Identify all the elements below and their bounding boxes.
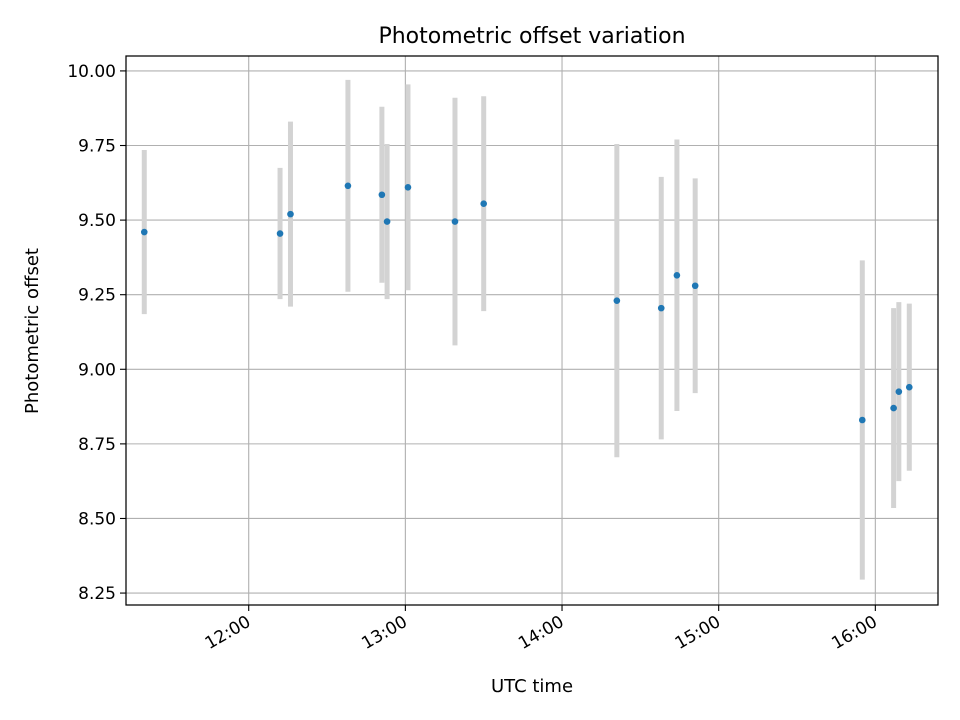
data-point xyxy=(287,210,294,218)
data-point xyxy=(383,218,391,225)
data-point xyxy=(404,183,412,191)
y-axis-label: Photometric offset xyxy=(22,248,43,414)
data-point xyxy=(451,218,459,225)
data-point xyxy=(140,228,148,236)
y-tick-label: 9.75 xyxy=(78,137,116,157)
data-point xyxy=(613,297,621,304)
data-point xyxy=(378,191,386,199)
chart-title: Photometric offset variation xyxy=(378,24,685,49)
x-axis-label: UTC time xyxy=(491,676,573,697)
data-point xyxy=(673,272,681,279)
y-tick-label: 8.25 xyxy=(78,584,116,604)
y-tick-label: 8.50 xyxy=(78,509,116,529)
data-point xyxy=(895,388,903,395)
data-point xyxy=(890,404,897,412)
data-point xyxy=(344,182,352,190)
data-point xyxy=(480,200,487,207)
y-tick-label: 9.00 xyxy=(78,360,116,380)
data-point xyxy=(276,230,284,237)
grid-lines xyxy=(126,56,938,605)
y-tick-label: 10.00 xyxy=(67,62,116,82)
y-axis-ticks: 8.25 8.50 8.75 9.00 9.25 9.50 9.75 10.00 xyxy=(67,62,126,604)
y-tick-label: 9.50 xyxy=(78,211,116,231)
plot-frame xyxy=(125,55,939,606)
data-point xyxy=(858,416,866,424)
data-point xyxy=(905,383,913,391)
data-point xyxy=(657,304,665,312)
y-tick-label: 9.25 xyxy=(78,286,116,306)
data-markers xyxy=(140,182,913,424)
data-point xyxy=(691,282,699,290)
y-tick-label: 8.75 xyxy=(78,435,116,455)
